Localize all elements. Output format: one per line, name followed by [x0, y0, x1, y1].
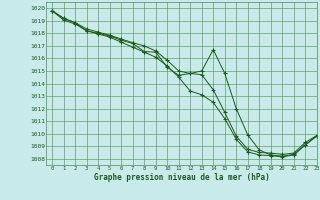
X-axis label: Graphe pression niveau de la mer (hPa): Graphe pression niveau de la mer (hPa): [94, 173, 269, 182]
